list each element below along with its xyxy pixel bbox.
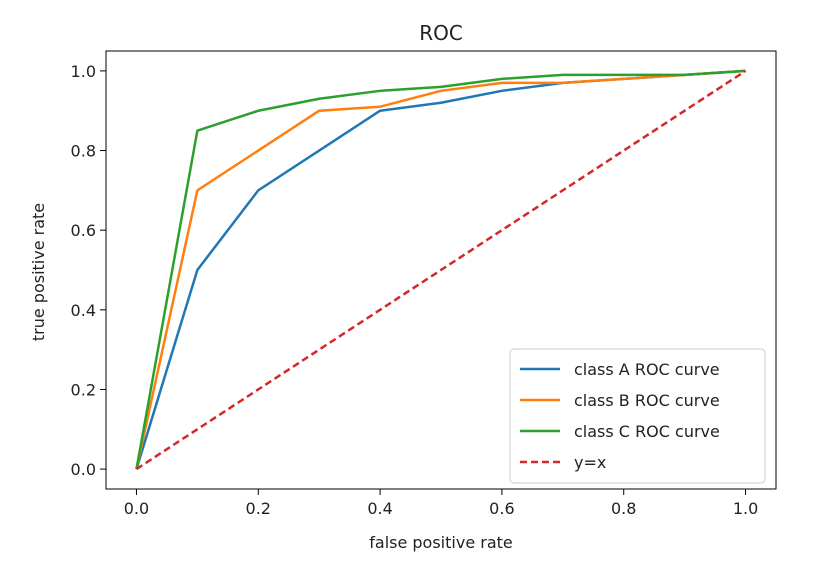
x-axis-title: false positive rate	[369, 533, 513, 552]
y-tick-label: 1.0	[71, 62, 96, 81]
y-tick-label: 0.4	[71, 301, 96, 320]
y-tick-label: 0.2	[71, 380, 96, 399]
series-line-4	[135, 69, 747, 471]
x-tick-label: 1.0	[733, 499, 758, 518]
legend-label-1: class A ROC curve	[574, 360, 720, 379]
legend-box	[509, 348, 766, 484]
y-tick-label: 0.8	[71, 142, 96, 161]
x-tick-label: 0.2	[246, 499, 271, 518]
x-tick-label: 0.8	[611, 499, 636, 518]
y-tick-label: 0.0	[71, 460, 96, 479]
x-tick-label: 0.0	[124, 499, 149, 518]
plot-frame	[105, 50, 777, 490]
legend-label-4: y=x	[574, 453, 606, 472]
plot-area	[105, 50, 777, 490]
x-tick-label: 0.4	[367, 499, 392, 518]
x-tick-label: 0.6	[489, 499, 514, 518]
axis-ticks: 0.0 0.2 0.4 0.6 0.8 1.0 0.0 0.2 0.4 0.6 0.8 1.0	[71, 62, 759, 518]
y-tick-label: 0.6	[71, 221, 96, 240]
legend: class A ROC curve class B ROC curve class …	[509, 348, 766, 484]
y-axis-title: true positive rate	[29, 203, 48, 341]
series-line-2	[135, 69, 746, 470]
series-line-3	[135, 69, 746, 470]
chart-title: ROC	[419, 21, 463, 45]
legend-label-3: class C ROC curve	[574, 422, 720, 441]
legend-label-2: class B ROC curve	[574, 391, 720, 410]
